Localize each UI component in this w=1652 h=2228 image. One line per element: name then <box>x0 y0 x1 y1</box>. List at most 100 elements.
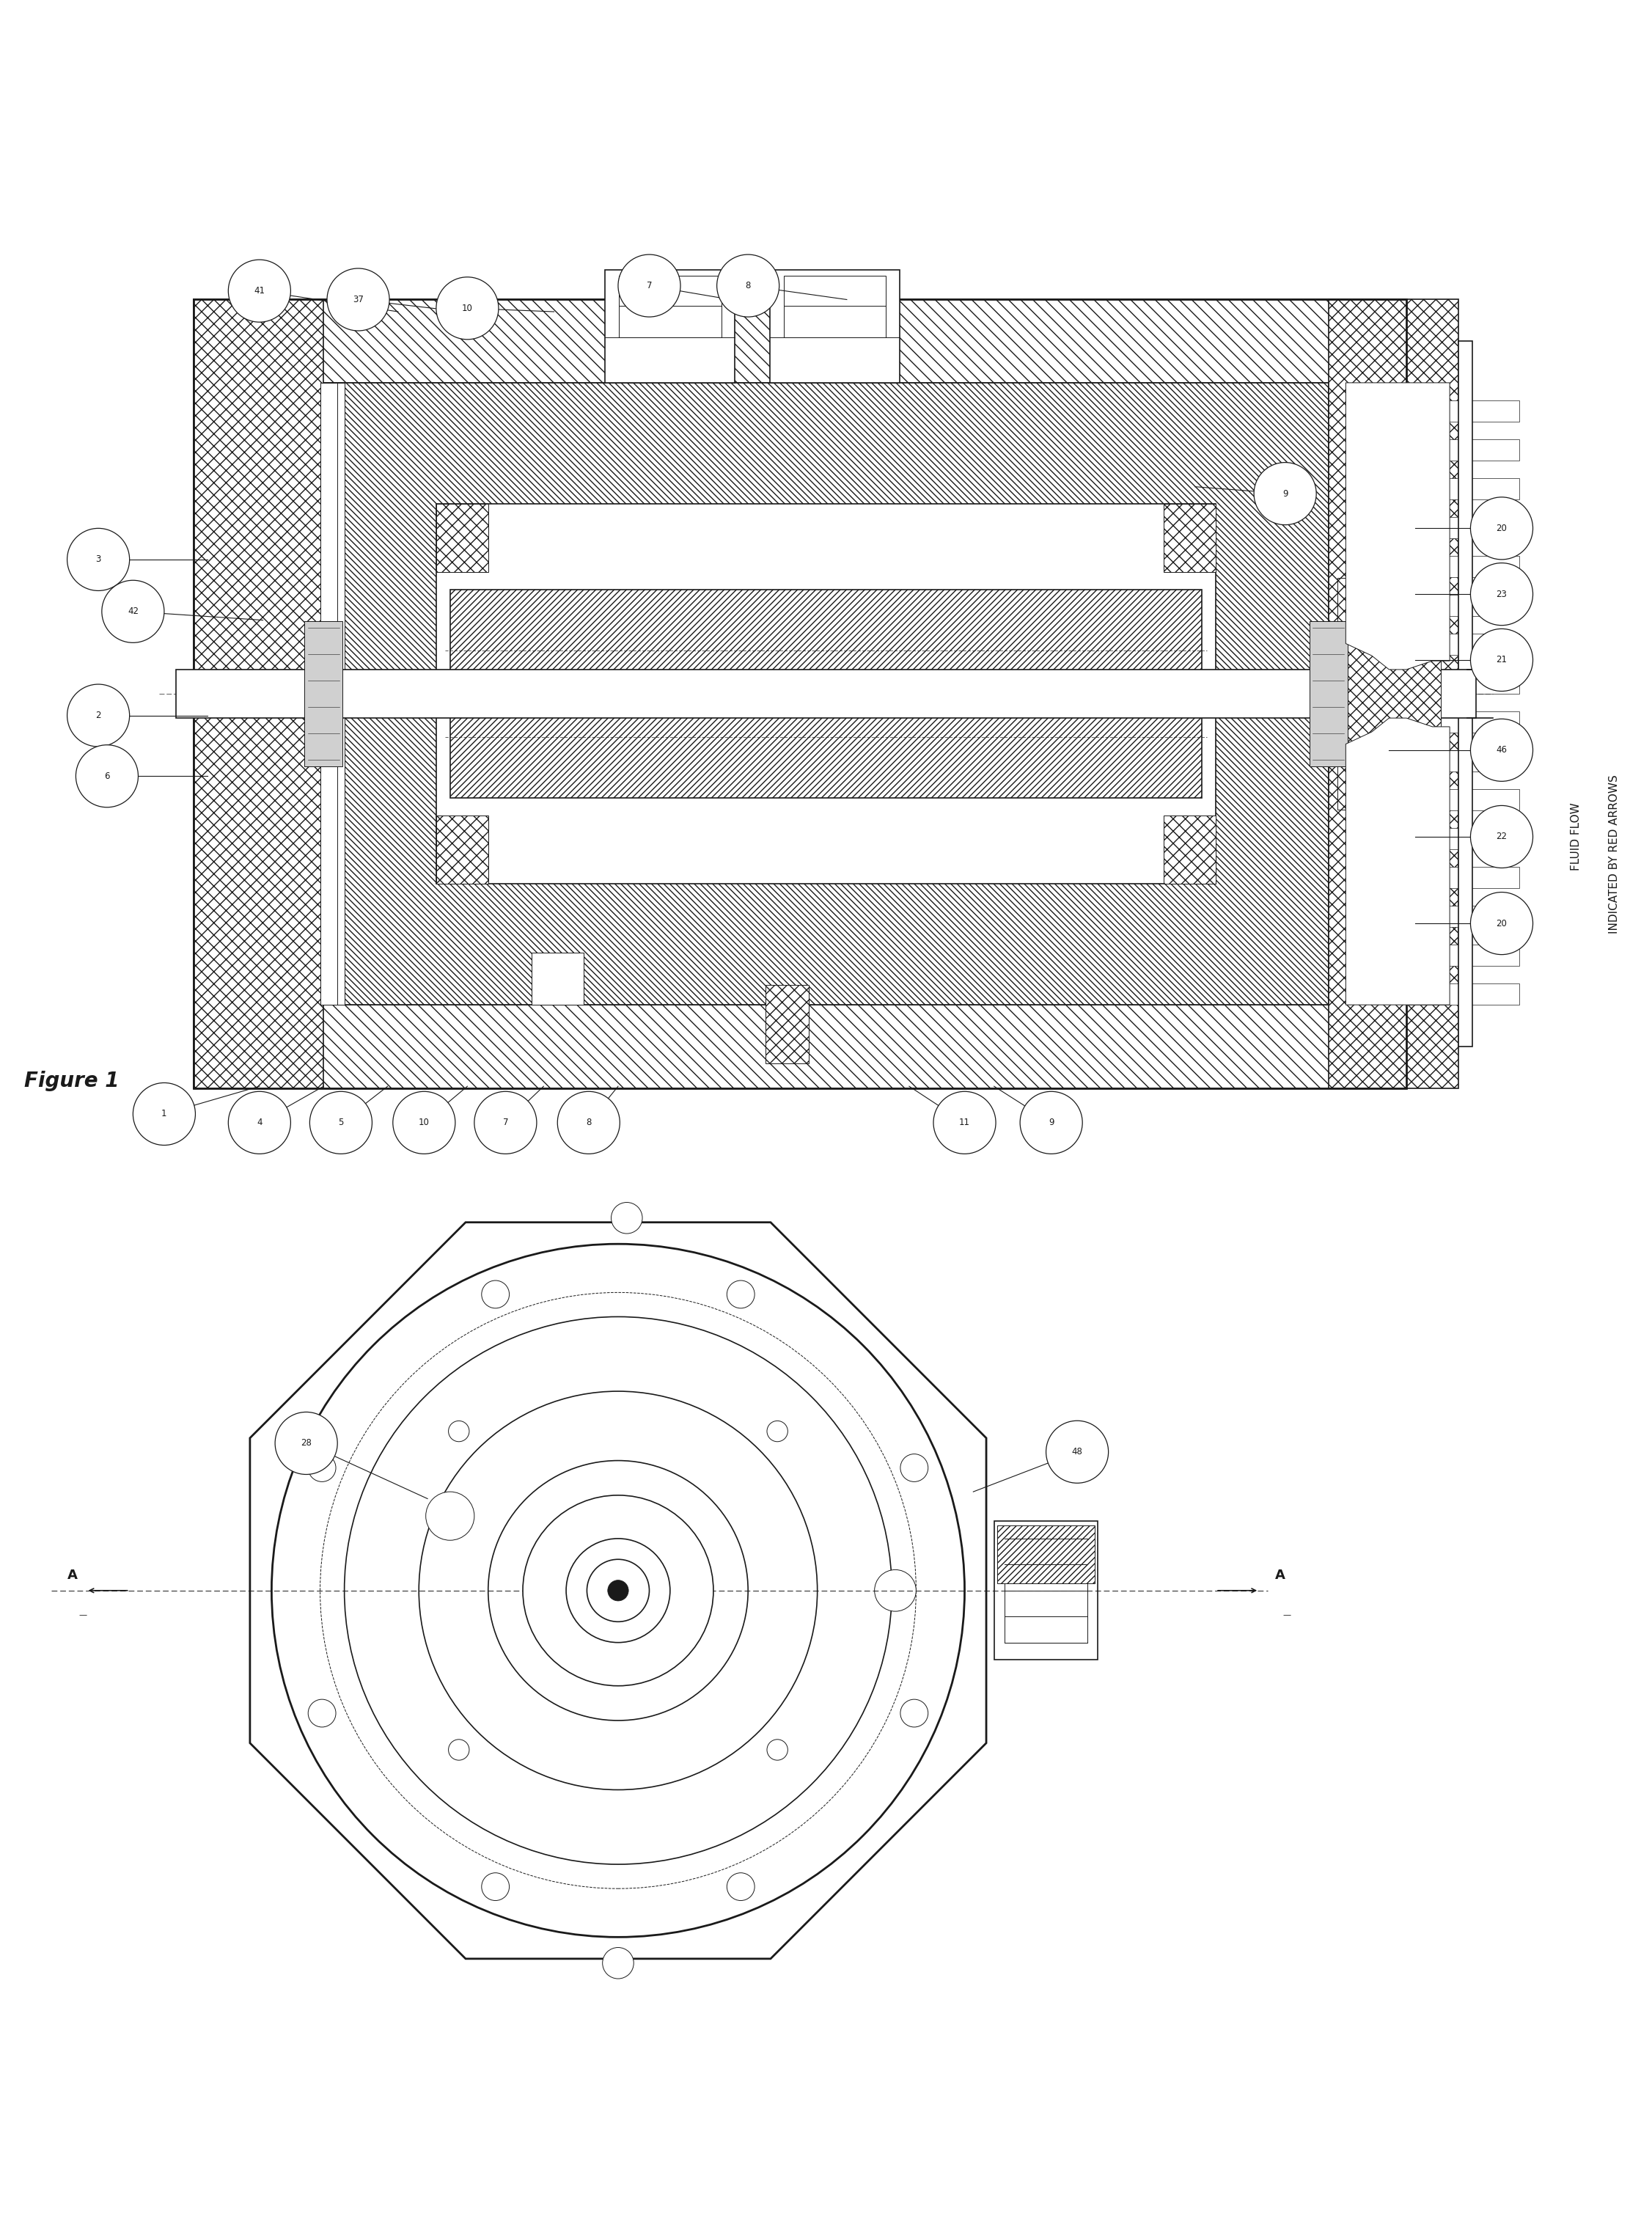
Circle shape <box>522 1495 714 1687</box>
Bar <box>1406 633 1518 655</box>
Circle shape <box>474 1092 537 1154</box>
Text: 11: 11 <box>960 1118 970 1127</box>
Bar <box>532 954 583 1005</box>
Text: 8: 8 <box>745 281 750 290</box>
Circle shape <box>228 261 291 323</box>
Circle shape <box>1019 1092 1082 1154</box>
Circle shape <box>1046 1421 1108 1484</box>
Text: 9: 9 <box>1282 488 1289 499</box>
Circle shape <box>327 267 390 330</box>
Bar <box>1406 517 1518 539</box>
Bar <box>1406 945 1518 967</box>
Circle shape <box>611 1203 643 1234</box>
Circle shape <box>1470 628 1533 691</box>
Circle shape <box>1470 891 1533 954</box>
Bar <box>1406 673 1518 693</box>
Circle shape <box>309 1092 372 1154</box>
Circle shape <box>767 1740 788 1760</box>
Text: 21: 21 <box>1497 655 1507 664</box>
Circle shape <box>134 1083 195 1145</box>
Text: 41: 41 <box>254 285 264 296</box>
Circle shape <box>271 1243 965 1936</box>
Circle shape <box>767 1421 788 1442</box>
Text: 20: 20 <box>1497 918 1507 929</box>
Text: 46: 46 <box>1497 746 1507 755</box>
Bar <box>324 383 344 1005</box>
Bar <box>304 622 342 766</box>
Text: 2: 2 <box>96 711 101 720</box>
Bar <box>1406 829 1518 849</box>
Text: 6: 6 <box>104 771 109 780</box>
Bar <box>1004 1540 1087 1642</box>
Bar <box>620 276 722 339</box>
Bar <box>1406 479 1518 499</box>
Circle shape <box>482 1281 509 1308</box>
Circle shape <box>567 1540 671 1642</box>
Circle shape <box>608 1580 628 1602</box>
Circle shape <box>228 1092 291 1154</box>
Polygon shape <box>249 1223 986 1958</box>
Text: A: A <box>1275 1569 1285 1582</box>
Bar <box>320 383 337 1005</box>
Polygon shape <box>1346 717 1450 1005</box>
Circle shape <box>1470 497 1533 559</box>
Circle shape <box>618 254 681 316</box>
Circle shape <box>1470 807 1533 869</box>
Text: 20: 20 <box>1497 524 1507 532</box>
Circle shape <box>1470 564 1533 626</box>
Text: Figure 1: Figure 1 <box>23 1072 119 1092</box>
Text: 48: 48 <box>1072 1448 1082 1457</box>
Polygon shape <box>1346 383 1450 671</box>
Bar <box>324 383 1328 1005</box>
Bar <box>1310 622 1348 766</box>
Bar <box>1406 751 1518 771</box>
Circle shape <box>487 1462 748 1720</box>
Circle shape <box>393 1092 456 1154</box>
Circle shape <box>448 1421 469 1442</box>
Bar <box>1406 867 1518 889</box>
Circle shape <box>727 1281 755 1308</box>
Bar <box>436 815 487 885</box>
Text: 10: 10 <box>418 1118 430 1127</box>
Circle shape <box>448 1740 469 1760</box>
Text: 3: 3 <box>96 555 101 564</box>
Circle shape <box>276 1413 337 1475</box>
Bar <box>770 270 900 383</box>
Bar <box>1165 504 1216 573</box>
Circle shape <box>344 1317 892 1865</box>
Bar <box>605 270 735 383</box>
Bar <box>1406 401 1518 421</box>
Bar <box>193 1005 1406 1087</box>
Circle shape <box>586 1560 649 1622</box>
Bar <box>783 276 885 339</box>
Circle shape <box>482 1874 509 1900</box>
Text: 4: 4 <box>256 1118 263 1127</box>
Text: 5: 5 <box>339 1118 344 1127</box>
Bar <box>436 504 487 573</box>
Circle shape <box>603 1947 634 1978</box>
Text: 22: 22 <box>1497 831 1507 842</box>
Circle shape <box>1470 720 1533 782</box>
Text: 8: 8 <box>586 1118 591 1127</box>
Text: —: — <box>79 1611 88 1620</box>
Text: 1: 1 <box>162 1110 167 1118</box>
Bar <box>436 504 1216 885</box>
Text: 23: 23 <box>1497 590 1507 599</box>
Circle shape <box>436 276 499 339</box>
Bar <box>1336 577 1441 811</box>
Bar <box>998 1526 1095 1584</box>
Text: A: A <box>68 1569 78 1582</box>
Bar <box>1406 907 1518 927</box>
Circle shape <box>1254 463 1317 526</box>
Circle shape <box>309 1700 335 1727</box>
Circle shape <box>68 684 129 746</box>
Circle shape <box>900 1455 928 1482</box>
Circle shape <box>76 744 139 807</box>
Bar <box>1328 299 1459 1087</box>
Text: 10: 10 <box>463 303 472 312</box>
Circle shape <box>68 528 129 590</box>
Bar <box>1406 555 1518 577</box>
Circle shape <box>933 1092 996 1154</box>
Bar <box>1406 983 1518 1005</box>
Bar <box>449 590 1203 798</box>
